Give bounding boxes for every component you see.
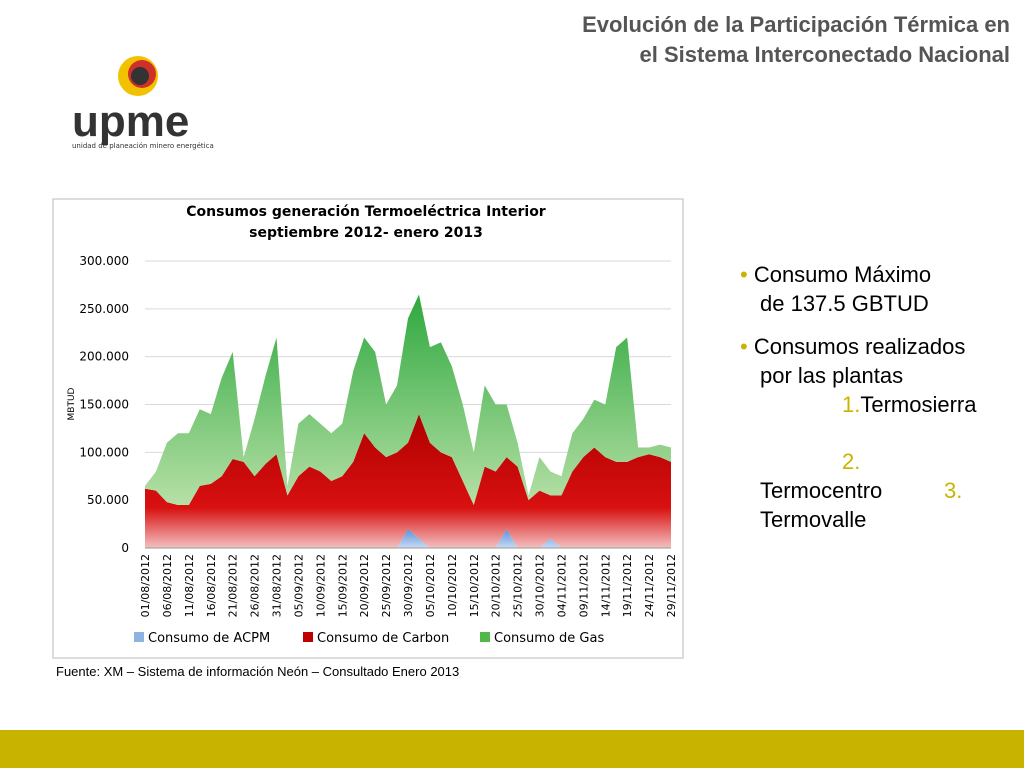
footer-bar [0, 730, 1024, 768]
chart-subtitle: septiembre 2012- enero 2013 [249, 225, 483, 241]
y-tick-label: 100.000 [79, 445, 129, 459]
x-tick-label: 11/08/2012 [183, 554, 196, 617]
area [145, 414, 671, 548]
plant: Termocentro 3. [740, 476, 1010, 505]
logo: upme unidad de planeación minero energét… [72, 56, 214, 150]
bullet-text: por las plantas [760, 363, 904, 388]
plant-num: 1. [842, 392, 861, 417]
x-tick-label: 31/08/2012 [271, 554, 284, 617]
x-tick-label: 29/11/2012 [665, 554, 678, 617]
logo-tagline: unidad de planeación minero energética [72, 142, 214, 150]
x-tick-label: 21/08/2012 [227, 554, 240, 617]
plant-name: Termovalle [760, 507, 867, 532]
plant-num: 2. [842, 449, 861, 474]
y-tick-label: 150.000 [79, 398, 129, 412]
slide-title: Evolución de la Participación Térmica en… [582, 10, 1010, 70]
title-line: Evolución de la Participación Térmica en [582, 12, 1010, 37]
bullet: • Consumos realizados [740, 334, 966, 359]
x-tick-label: 15/10/2012 [468, 554, 481, 617]
x-tick-label: 10/09/2012 [314, 554, 327, 617]
logo-text: upme [72, 97, 189, 146]
y-tick-label: 0 [121, 541, 129, 555]
bullets: • Consumo Máximo de 137.5 GBTUD • Consum… [740, 260, 1010, 534]
x-tick-label: 24/11/2012 [643, 554, 656, 617]
bullet-text: Consumos realizados [753, 334, 966, 359]
x-tick-label: 09/11/2012 [577, 554, 590, 617]
x-tick-label: 15/09/2012 [336, 554, 349, 617]
x-tick-label: 01/08/2012 [139, 554, 152, 617]
x-tick-label: 30/09/2012 [402, 554, 415, 617]
source: Fuente: XM – Sistema de información Neón… [56, 664, 460, 679]
title-line: el Sistema Interconectado Nacional [639, 42, 1010, 67]
y-tick-label: 200.000 [79, 350, 129, 364]
logo-ring [131, 67, 149, 85]
x-tick-label: 26/08/2012 [249, 554, 262, 617]
area [145, 294, 671, 505]
legend-swatch [303, 632, 313, 642]
legend-swatch [480, 632, 490, 642]
x-tick-label: 25/09/2012 [380, 554, 393, 617]
legend-label: Consumo de Gas [494, 631, 604, 646]
plant-num: 3. [944, 478, 963, 503]
y-axis-label: MBTUD [67, 387, 77, 420]
x-tick-label: 05/10/2012 [424, 554, 437, 617]
x-tick-label: 05/09/2012 [292, 554, 305, 617]
x-tick-label: 10/10/2012 [446, 554, 459, 617]
area [145, 528, 671, 548]
x-tick-label: 06/08/2012 [161, 554, 174, 617]
bullet-text: Consumo Máximo [753, 262, 932, 287]
plant: 1.Termosierra [740, 390, 1010, 419]
y-tick-label: 250.000 [79, 302, 129, 316]
chart: Consumos generación Termoeléctrica Inter… [52, 198, 684, 659]
legend-swatch [134, 632, 144, 642]
chart-title: Consumos generación Termoeléctrica Inter… [186, 204, 546, 220]
plant-name: Termocentro [760, 478, 883, 503]
legend-label: Consumo de ACPM [148, 631, 270, 646]
plant-name: Termosierra [860, 392, 977, 417]
legend-label: Consumo de Carbon [317, 631, 449, 646]
x-tick-label: 20/09/2012 [358, 554, 371, 617]
x-tick-label: 16/08/2012 [205, 554, 218, 617]
x-tick-label: 14/11/2012 [599, 554, 612, 617]
x-tick-label: 19/11/2012 [621, 554, 634, 617]
x-tick-label: 30/10/2012 [534, 554, 547, 617]
x-tick-label: 04/11/2012 [555, 554, 568, 617]
x-tick-label: 25/10/2012 [512, 554, 525, 617]
bullet-text: de 137.5 GBTUD [760, 291, 929, 316]
y-tick-label: 50.000 [87, 493, 129, 507]
y-tick-label: 300.000 [79, 254, 129, 268]
x-tick-label: 20/10/2012 [490, 554, 503, 617]
bullet: • Consumo Máximo [740, 262, 932, 287]
